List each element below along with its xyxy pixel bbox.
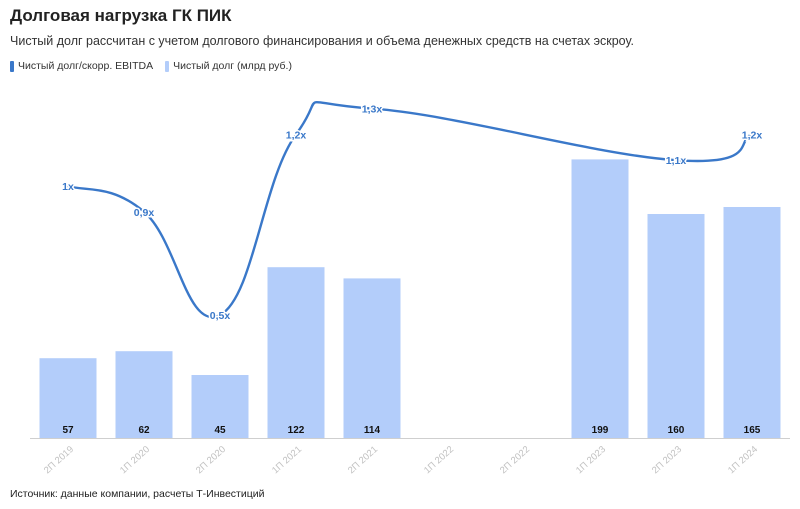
line-label-8: 1,1x	[666, 155, 687, 167]
page-title: Долговая нагрузка ГК ПИК	[10, 6, 232, 25]
legend-item-ratio: Чистый долг/скорр. EBITDA	[10, 60, 153, 72]
bar-label-3: 122	[288, 425, 305, 436]
line-label-4: 1,3x	[362, 104, 383, 116]
x-tick-7: 1П 2023	[574, 444, 608, 476]
bar-9	[723, 207, 781, 438]
legend-label-ratio: Чистый долг/скорр. EBITDA	[18, 60, 154, 72]
line-label-1: 0,9x	[134, 207, 155, 219]
line-label-0: 1x	[62, 181, 74, 193]
x-tick-9: 1П 2024	[726, 444, 760, 476]
bar-7	[571, 159, 629, 438]
legend-swatch-debt	[165, 60, 170, 72]
legend-label-debt: Чистый долг (млрд руб.)	[173, 60, 292, 72]
bar-label-7: 199	[592, 425, 609, 436]
bar-3	[267, 267, 325, 438]
x-tick-2: 2П 2020	[194, 444, 228, 476]
x-tick-1: 1П 2020	[118, 444, 152, 476]
bar-label-4: 114	[364, 425, 381, 436]
bar-4	[343, 278, 401, 438]
bar-2	[191, 375, 249, 438]
legend: Чистый долг/скорр. EBITDA Чистый долг (м…	[10, 60, 292, 72]
line-label-2: 0,5x	[210, 310, 231, 322]
x-tick-0: 2П 2019	[42, 444, 76, 476]
bar-0	[39, 358, 97, 438]
bar-label-8: 160	[668, 425, 685, 436]
bar-label-0: 57	[62, 425, 74, 436]
x-tick-8: 2П 2023	[650, 444, 684, 476]
page-subtitle: Чистый долг рассчитан с учетом долгового…	[10, 34, 634, 48]
x-tick-5: 1П 2022	[422, 444, 456, 476]
bar-label-1: 62	[138, 425, 150, 436]
line-label-9: 1,2x	[742, 129, 763, 141]
bar-1	[115, 351, 173, 438]
ratio-line	[66, 100, 754, 319]
x-tick-6: 2П 2022	[498, 444, 532, 476]
line-label-3: 1,2x	[286, 129, 307, 141]
bar-label-2: 45	[214, 425, 226, 436]
x-tick-3: 1П 2021	[270, 444, 304, 476]
bar-label-9: 165	[744, 425, 761, 436]
debt-chart: 57 62 45 122 114 199 160 165 1x 0,9x 0,5x 1,2x 1,3x…	[30, 100, 790, 476]
source-note: Источник: данные компании, расчеты Т-Инв…	[10, 488, 265, 500]
x-tick-4: 2П 2021	[346, 444, 380, 476]
bar-8	[647, 214, 705, 438]
legend-swatch-ratio	[10, 60, 14, 72]
legend-item-debt: Чистый долг (млрд руб.)	[165, 60, 292, 72]
